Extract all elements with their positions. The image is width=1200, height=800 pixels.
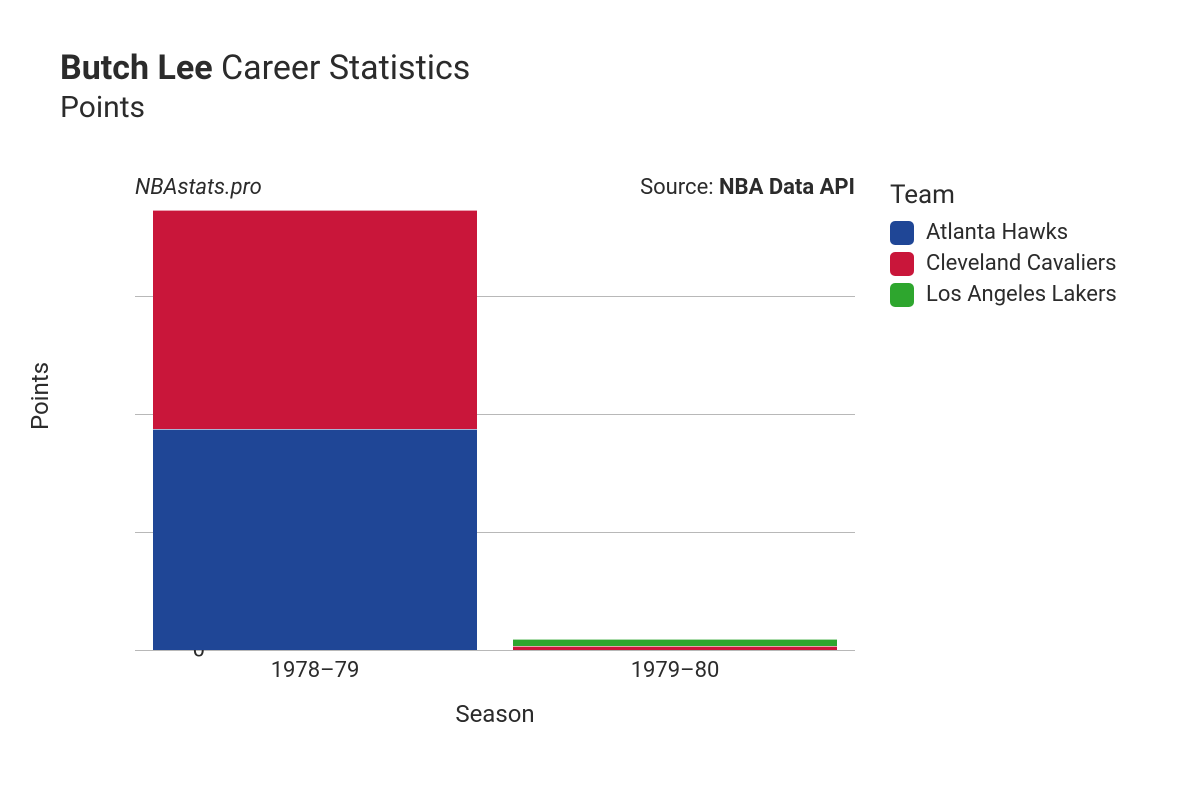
legend-title: Team [890, 180, 1117, 210]
chart-title-line1: Butch Lee Career Statistics [60, 48, 1160, 88]
player-name: Butch Lee [60, 48, 213, 88]
legend-swatch [890, 252, 914, 276]
y-axis-label: Points [26, 362, 54, 430]
chart-title-metric: Points [60, 90, 1160, 125]
legend-swatch [890, 221, 914, 245]
gridline [135, 650, 855, 651]
plot-region: 02004006001978–791979–80 [135, 210, 855, 650]
bar-segment [513, 646, 837, 650]
title-suffix: Career Statistics [221, 48, 470, 88]
bar-segment [513, 639, 837, 646]
bar-segment [153, 429, 477, 650]
legend-label: Cleveland Cavaliers [926, 251, 1116, 276]
x-tick-label: 1979–80 [631, 658, 720, 683]
legend-item: Los Angeles Lakers [890, 282, 1117, 307]
legend-item: Atlanta Hawks [890, 220, 1117, 245]
legend-item: Cleveland Cavaliers [890, 251, 1117, 276]
legend-label: Los Angeles Lakers [926, 282, 1117, 307]
legend-label: Atlanta Hawks [926, 220, 1068, 245]
x-tick-label: 1978–79 [271, 658, 360, 683]
legend-swatch [890, 283, 914, 307]
x-axis-label: Season [135, 700, 855, 728]
bar-segment [153, 210, 477, 429]
chart-area: Points 02004006001978–791979–80 Season [60, 170, 880, 730]
legend: Team Atlanta Hawks Cleveland Cavaliers Los… [890, 180, 1117, 313]
